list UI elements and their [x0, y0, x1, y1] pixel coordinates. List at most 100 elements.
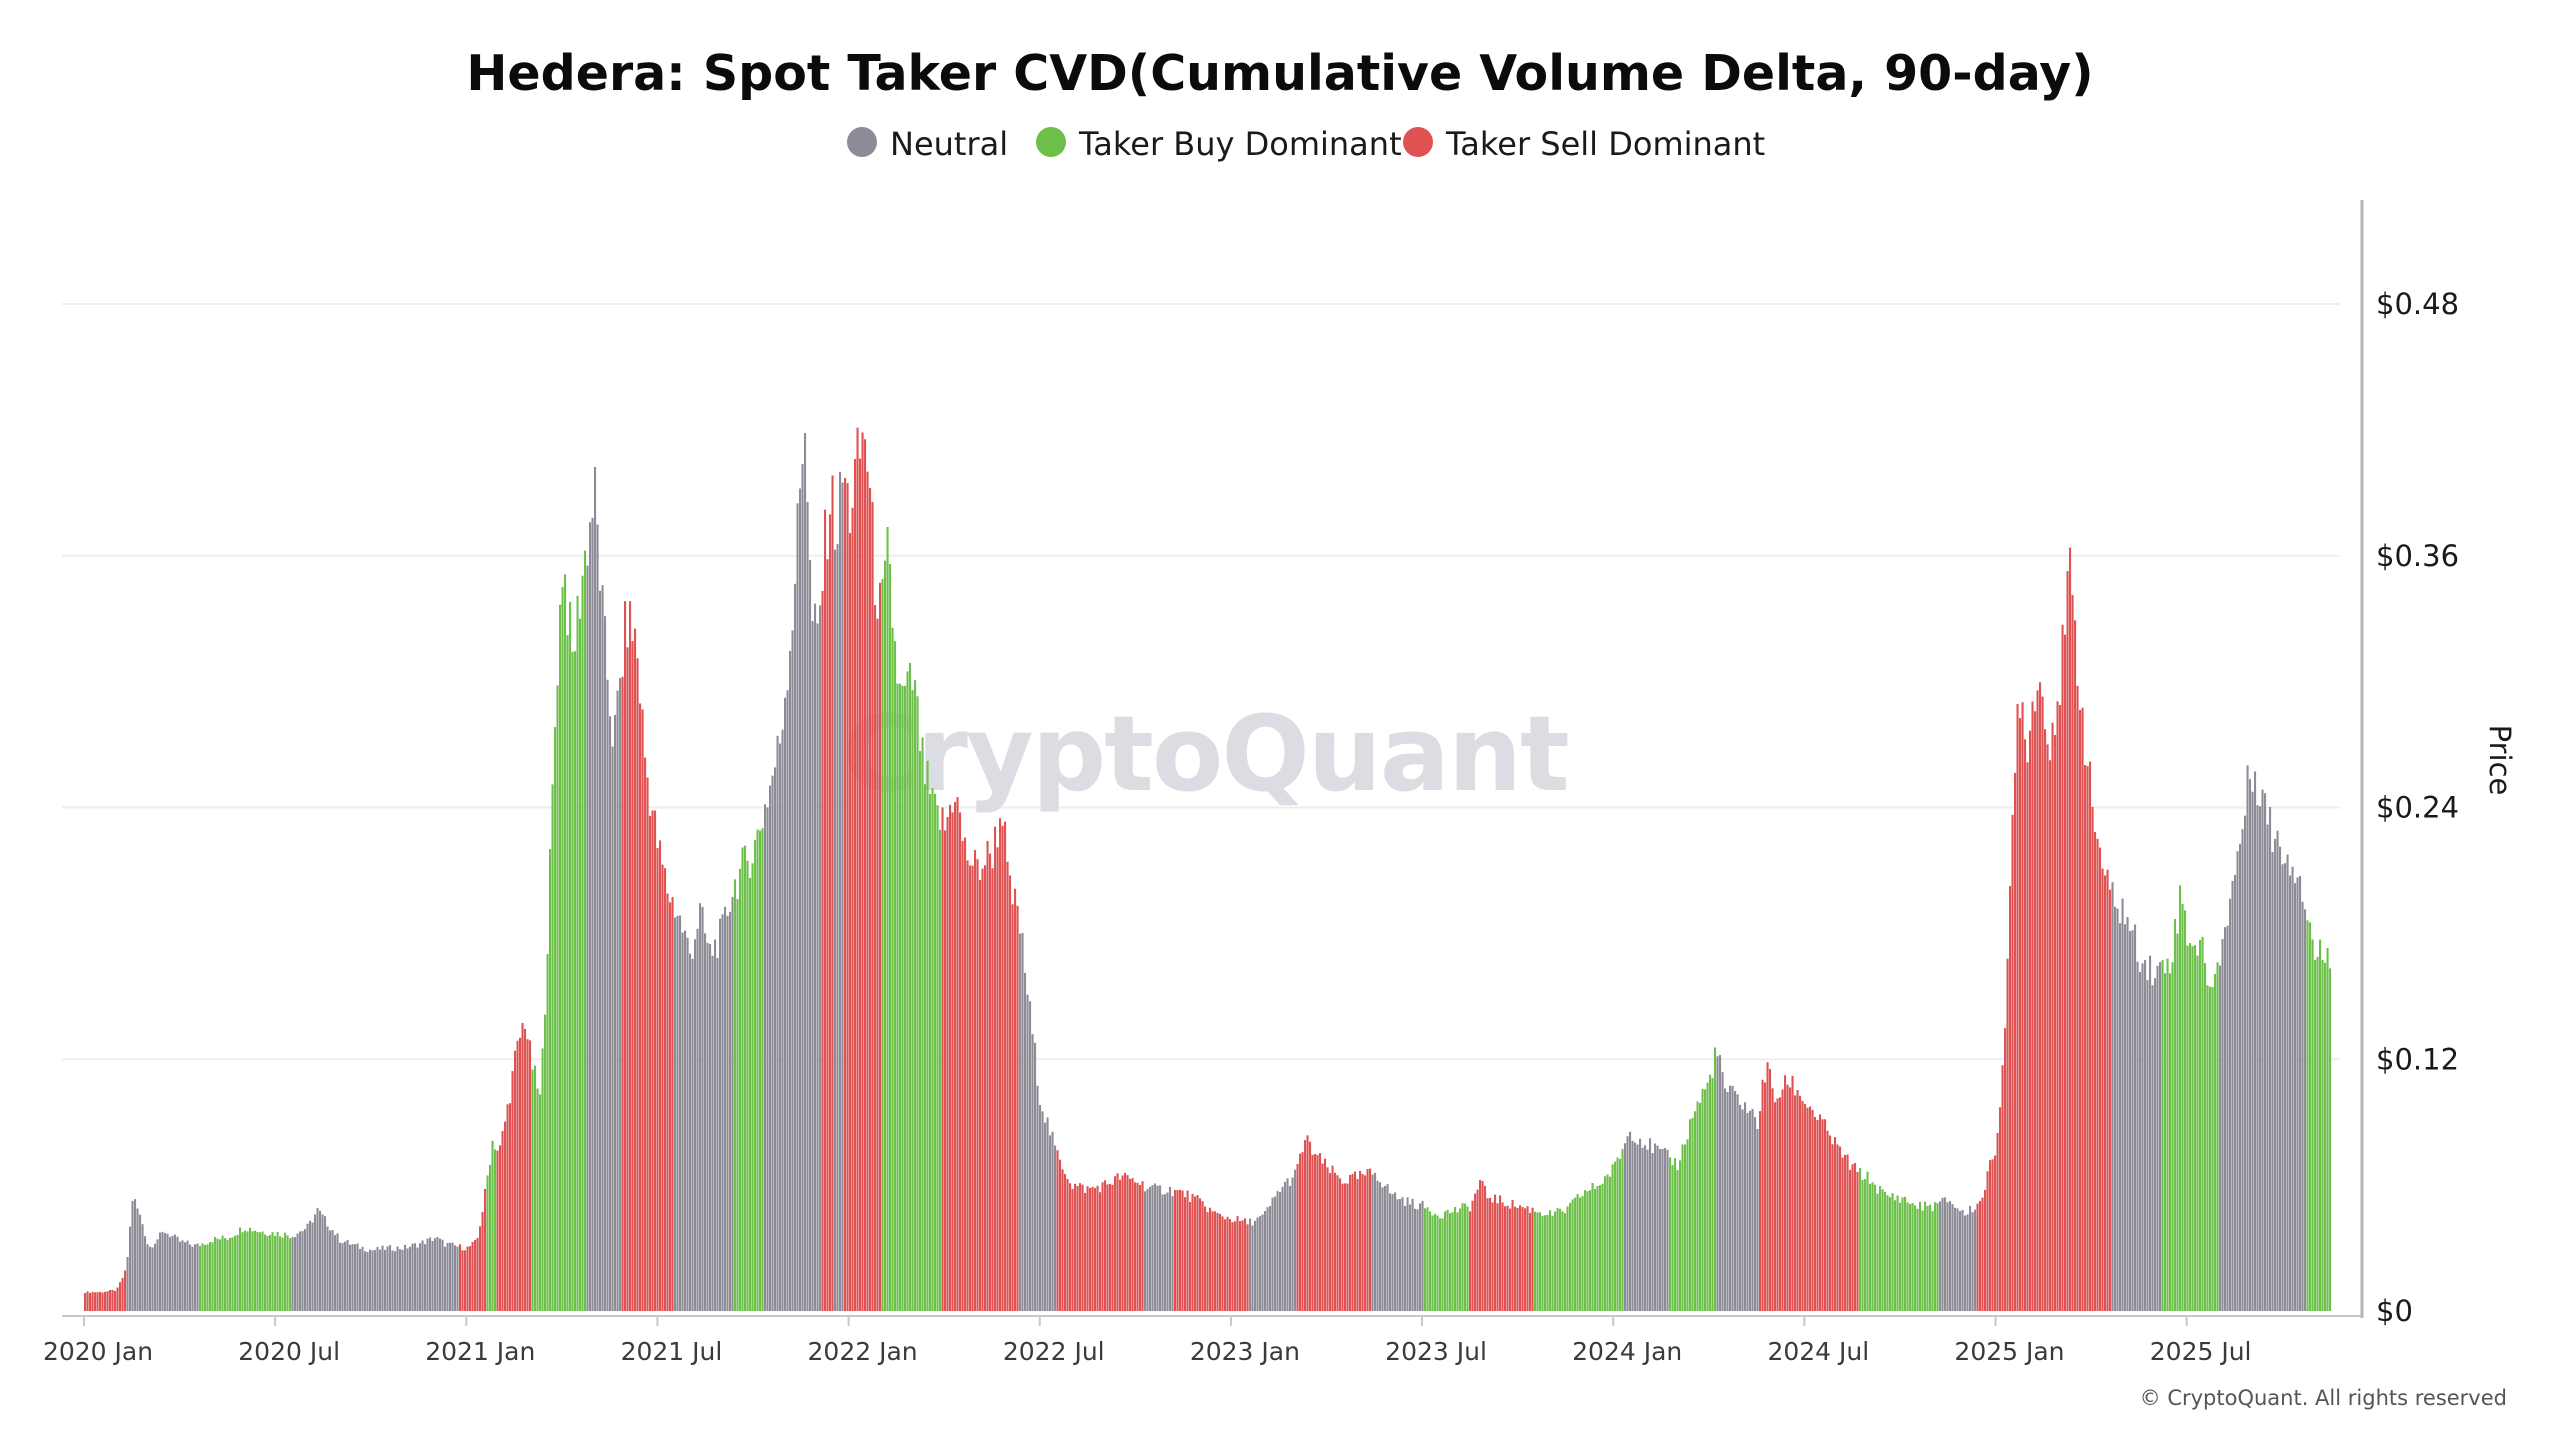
price-bar — [2076, 685, 2079, 1311]
price-bar — [701, 906, 704, 1311]
price-bar — [716, 957, 719, 1311]
price-bar — [1929, 1204, 1932, 1311]
price-bar — [864, 439, 867, 1311]
price-bar — [2226, 925, 2229, 1311]
price-bar — [2179, 885, 2182, 1311]
price-bar — [391, 1250, 394, 1311]
price-bar — [2281, 864, 2284, 1311]
price-bar — [2096, 838, 2099, 1311]
price-bar — [1559, 1208, 1562, 1311]
price-bar — [771, 775, 774, 1311]
price-bar — [424, 1244, 427, 1311]
price-bar — [799, 488, 802, 1311]
price-bar — [2094, 832, 2097, 1311]
price-bar — [2181, 903, 2184, 1311]
price-bar — [139, 1214, 142, 1311]
price-bar — [1806, 1107, 1809, 1311]
legend-item-taker-sell[interactable]: Taker Sell Dominant — [1403, 125, 1765, 163]
price-bar — [916, 696, 919, 1311]
price-bar — [941, 807, 944, 1311]
price-bar — [824, 509, 827, 1311]
price-bar — [1654, 1143, 1657, 1311]
price-bar — [1729, 1085, 1732, 1311]
price-bar — [289, 1238, 292, 1311]
price-bar — [1769, 1069, 1772, 1311]
price-bar — [836, 543, 839, 1311]
price-bar — [1184, 1197, 1187, 1311]
y-tick-label: $0.24 — [2376, 791, 2459, 825]
price-bar — [249, 1227, 252, 1311]
price-bar — [1894, 1200, 1897, 1311]
price-bar — [1511, 1199, 1514, 1311]
price-bar — [644, 757, 647, 1311]
price-bar — [189, 1244, 192, 1311]
price-bar — [1524, 1208, 1527, 1311]
price-bar — [2189, 943, 2192, 1311]
price-bar — [306, 1223, 309, 1311]
price-bar — [2154, 978, 2157, 1311]
price-bar — [2024, 739, 2027, 1311]
price-bar — [1466, 1206, 1469, 1311]
price-bar — [2326, 947, 2329, 1311]
price-bar — [1089, 1188, 1092, 1311]
price-bar — [1539, 1212, 1542, 1311]
price-bar — [2131, 930, 2134, 1311]
price-bar — [226, 1239, 229, 1311]
price-bar — [1216, 1213, 1219, 1311]
price-bar — [2324, 962, 2327, 1311]
price-bar — [659, 840, 662, 1311]
price-bar — [899, 683, 902, 1311]
price-bar — [1739, 1104, 1742, 1311]
price-bar — [129, 1226, 132, 1311]
price-bar — [549, 849, 552, 1311]
price-bar — [396, 1246, 399, 1311]
price-bar — [1326, 1167, 1329, 1311]
price-bar — [1246, 1224, 1249, 1311]
price-bar — [1381, 1187, 1384, 1311]
price-bar — [831, 475, 834, 1311]
price-bar — [1259, 1216, 1262, 1311]
x-tick-label: 2025 Jan — [1954, 1337, 2064, 1366]
price-bar — [1546, 1214, 1549, 1311]
price-bar — [269, 1235, 272, 1311]
price-bar — [121, 1277, 124, 1311]
price-bar — [1179, 1189, 1182, 1311]
price-bar — [231, 1237, 234, 1311]
price-bar — [454, 1245, 457, 1311]
price-bar — [1796, 1089, 1799, 1311]
price-bar — [1651, 1153, 1654, 1311]
price-bar — [661, 864, 664, 1311]
price-bar — [316, 1208, 319, 1311]
legend-item-neutral[interactable]: Neutral — [847, 125, 1008, 163]
price-bar — [919, 751, 922, 1311]
price-bar — [564, 574, 567, 1311]
price-bar — [1069, 1183, 1072, 1311]
price-bar — [1484, 1185, 1487, 1311]
price-bar — [1801, 1101, 1804, 1311]
price-bar — [999, 818, 1002, 1311]
price-bar — [1066, 1179, 1069, 1311]
price-bar — [2036, 690, 2039, 1311]
price-bar — [296, 1233, 299, 1311]
price-bar — [1494, 1194, 1497, 1311]
price-bar — [196, 1243, 199, 1311]
price-bar — [1109, 1183, 1112, 1311]
legend-item-taker-buy[interactable]: Taker Buy Dominant — [1036, 125, 1402, 163]
price-bar — [214, 1237, 217, 1311]
price-bar — [1839, 1146, 1842, 1311]
price-bar — [576, 595, 579, 1311]
price-bar — [2289, 875, 2292, 1311]
price-bar — [1061, 1169, 1064, 1311]
price-bar — [1439, 1218, 1442, 1311]
price-bar — [1299, 1153, 1302, 1311]
price-bar — [1764, 1082, 1767, 1311]
price-bar — [1576, 1194, 1579, 1311]
price-bar — [546, 954, 549, 1311]
price-bar — [671, 897, 674, 1311]
price-bar — [1834, 1137, 1837, 1311]
price-bar — [116, 1287, 119, 1311]
price-bar — [2026, 762, 2029, 1311]
price-bar — [104, 1291, 107, 1311]
price-bar — [244, 1230, 247, 1311]
price-bar — [1166, 1192, 1169, 1311]
